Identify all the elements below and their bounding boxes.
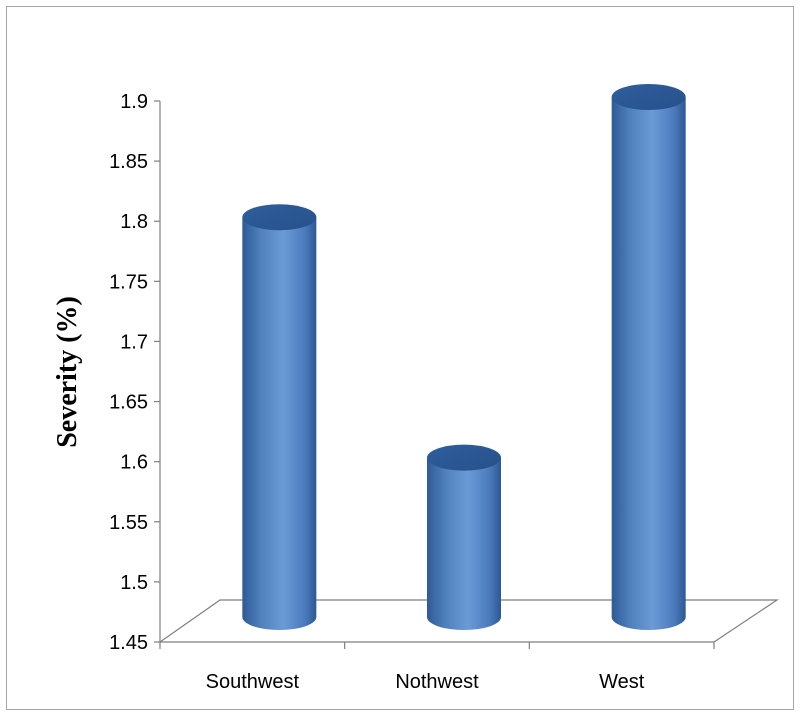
y-tick-label: 1.85 <box>109 151 148 173</box>
y-axis-label: Severity (%) <box>52 296 83 448</box>
bar-group <box>242 84 686 630</box>
category-label: West <box>599 671 645 693</box>
bar-top-west <box>611 84 686 110</box>
y-tick-label: 1.75 <box>109 271 148 293</box>
y-tick-label: 1.7 <box>120 331 148 353</box>
bar-top-nothwest <box>427 444 501 471</box>
y-tick-label: 1.5 <box>120 572 148 594</box>
y-tick-group: 1.45 1.5 1.55 1.6 1.65 1.7 1.75 1.8 1.85 1.9 <box>109 91 160 654</box>
category-label-group: Southwest Nothwest West <box>159 642 715 693</box>
y-tick-label: 1.55 <box>109 512 148 534</box>
y-tick-label: 1.6 <box>120 452 148 474</box>
category-label: Southwest <box>206 671 300 693</box>
category-label: Nothwest <box>395 671 479 693</box>
bar-west <box>611 97 686 630</box>
y-tick-label: 1.45 <box>109 632 148 654</box>
y-tick-label: 1.65 <box>109 392 148 414</box>
y-tick-label: 1.9 <box>120 91 148 113</box>
bar-southwest <box>242 217 317 630</box>
bar-top-southwest <box>242 204 317 231</box>
y-tick-label: 1.8 <box>120 211 148 233</box>
bar-nothwest <box>427 457 501 630</box>
